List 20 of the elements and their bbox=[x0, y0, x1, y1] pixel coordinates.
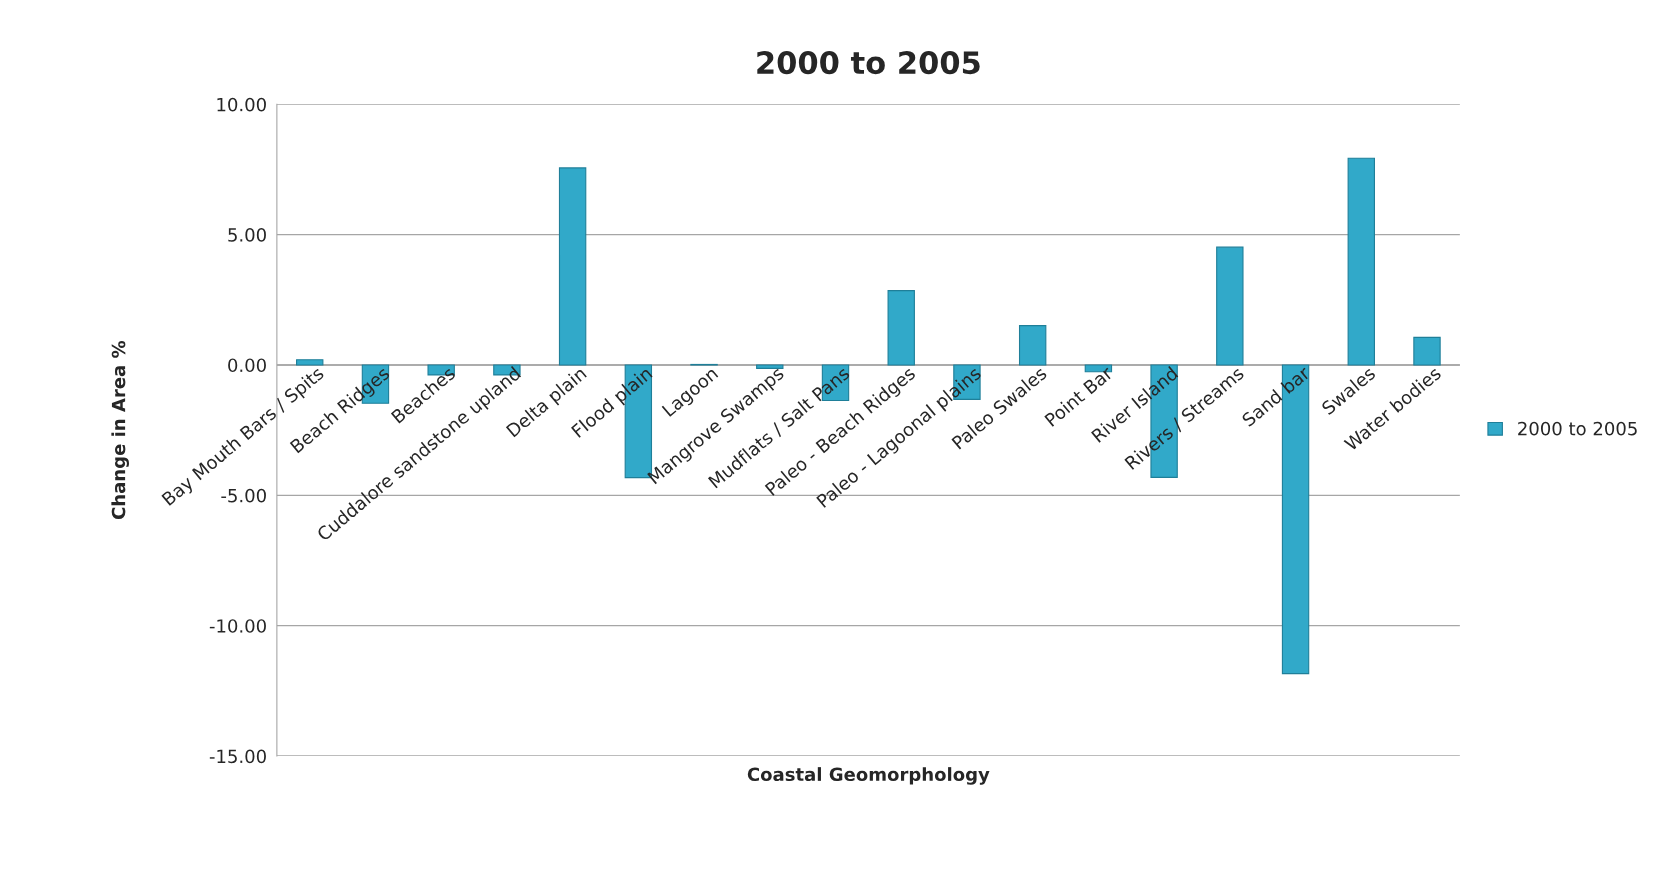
bar bbox=[558, 167, 587, 366]
y-tick-label: -10.00 bbox=[209, 619, 266, 633]
y-tick-label: -15.00 bbox=[209, 749, 266, 764]
bar bbox=[1018, 325, 1047, 366]
bar bbox=[1347, 157, 1375, 366]
y-tick-label: 10.00 bbox=[217, 97, 266, 112]
y-tick-label: -5.00 bbox=[221, 488, 266, 503]
y-tick-label: 5.00 bbox=[228, 228, 266, 242]
legend-label: 2000 to 2005 bbox=[1518, 421, 1637, 436]
bar bbox=[1281, 364, 1310, 675]
y-axis-title: Change in Area % bbox=[111, 340, 129, 520]
chart-title: 2000 to 2005 bbox=[757, 51, 980, 75]
x-axis-title: Coastal Geomorphology bbox=[747, 767, 990, 785]
bar bbox=[1216, 246, 1244, 366]
bar bbox=[887, 290, 915, 366]
bar bbox=[493, 364, 521, 376]
bar bbox=[1413, 336, 1441, 366]
bar bbox=[296, 359, 324, 366]
bar bbox=[756, 364, 784, 369]
y-tick-label: 0.00 bbox=[228, 358, 266, 373]
